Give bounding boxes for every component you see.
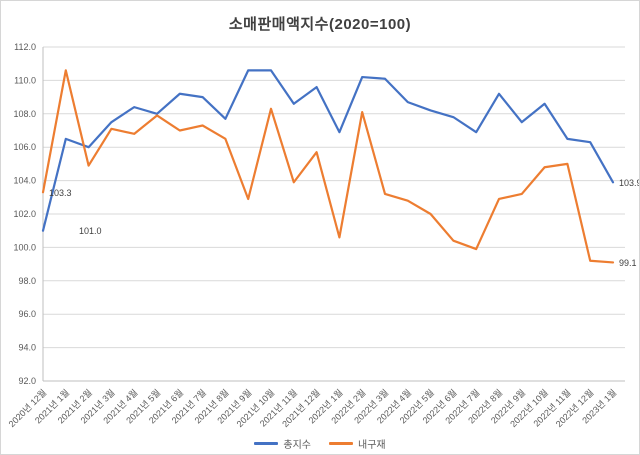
series-line-durables (41, 69, 615, 264)
y-axis-tick-label: 112.0 (14, 42, 36, 52)
legend-line-marker-durables (329, 442, 353, 445)
chart-title: 소매판매액지수(2020=100) (228, 16, 412, 33)
chart-legend: 총지수 내구재 (1, 436, 639, 451)
y-axis-tick-label: 94.0 (18, 343, 36, 353)
data-point-label: 103.9 (619, 178, 639, 188)
data-point-label: 99.1 (619, 258, 637, 268)
y-axis-tick-label: 100.0 (13, 242, 36, 252)
y-axis-tick-label: 108.0 (13, 109, 36, 119)
y-axis-tick-label: 104.0 (13, 176, 36, 186)
legend-item-durables: 내구재 (329, 436, 386, 451)
y-axis-tick-label: 106.0 (13, 142, 36, 152)
legend-label-total-index: 총지수 (283, 440, 311, 451)
legend-item-total-index: 총지수 (254, 436, 311, 451)
series-line-total-index (41, 69, 615, 232)
legend-line-marker-total-index (254, 442, 279, 445)
y-axis-tick-label: 110.0 (14, 75, 36, 85)
y-axis-tick-label: 96.0 (18, 309, 36, 319)
y-axis-tick-label: 92.0 (18, 376, 36, 386)
y-axis-tick-label: 102.0 (13, 209, 36, 219)
data-point-label: 103.3 (49, 188, 72, 198)
y-axis-tick-label: 98.0 (18, 276, 36, 286)
legend-label-durables: 내구재 (358, 440, 386, 451)
data-point-label: 101.0 (79, 226, 102, 236)
